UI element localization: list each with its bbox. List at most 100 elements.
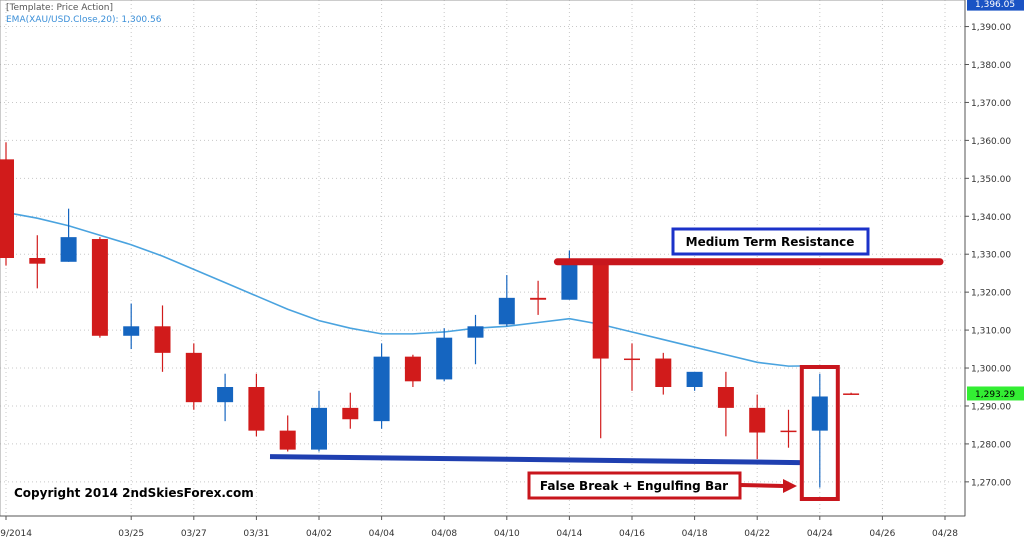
candle-bullish [436, 328, 453, 382]
false-break-callout: False Break + Engulfing Bar [527, 471, 797, 500]
price-tag [967, 386, 1024, 401]
false-break-arrow-line [739, 483, 785, 488]
x-tick-label: 04/18 [682, 529, 708, 539]
candle-bullish [686, 371, 703, 391]
x-tick-label: 03/25 [118, 529, 144, 539]
candle-bullish [123, 303, 140, 350]
candle-bearish [530, 280, 547, 315]
x-tick-label: 03/27 [181, 529, 207, 539]
resistance-callout-text: Medium Term Resistance [686, 235, 855, 249]
candle-bearish [29, 235, 46, 289]
x-tick-label: 04/26 [869, 529, 895, 539]
candle-body [467, 326, 484, 338]
candle-bullish [373, 343, 390, 429]
x-tick-label: 04/16 [619, 529, 645, 539]
x-tick-label: 04/24 [807, 529, 833, 539]
candle-body [592, 263, 609, 359]
template-label: [Template: Price Action] [6, 3, 113, 13]
resistance-callout: Medium Term Resistance [671, 227, 870, 256]
candle-body [91, 239, 108, 336]
candle-bearish [780, 409, 797, 448]
candle-body [498, 297, 515, 325]
x-tick-label: 04/22 [744, 529, 770, 539]
price-tag-label: 1,293.29 [975, 390, 1015, 400]
candle-body [373, 356, 390, 422]
candle-bearish [717, 371, 734, 437]
y-tick-label: 1,320.00 [971, 289, 1011, 299]
ema-line [5, 211, 820, 367]
candle-body [0, 159, 14, 258]
candle-bearish [279, 415, 296, 452]
x-tick-label: 04/02 [306, 529, 332, 539]
y-tick-label: 1,270.00 [971, 478, 1011, 488]
candle-body [655, 358, 672, 387]
candle-bearish [154, 305, 171, 372]
candle-bullish [217, 373, 234, 422]
candle-body [749, 407, 766, 433]
candle-body [60, 237, 77, 262]
candle-body [29, 258, 46, 264]
y-tick-label: 1,350.00 [971, 175, 1011, 185]
price-axis: 1,270.00 1,280.00 1,290.00 1,300.00 1,310.00… [965, 0, 1024, 488]
y-tick-label: 1,280.00 [971, 440, 1011, 450]
candle-body [185, 352, 202, 403]
candle-bearish [91, 237, 108, 338]
candle-body [154, 326, 171, 353]
resistance-callout-box [671, 227, 870, 256]
candle-bullish [60, 208, 77, 262]
candle-body [780, 430, 797, 433]
price-tag-label: 1,396.05 [975, 0, 1015, 10]
candle-bullish [811, 373, 828, 488]
x-tick-label: 04/04 [369, 529, 395, 539]
candle-body [248, 387, 265, 431]
candle-body [624, 358, 640, 361]
y-tick-label: 1,290.00 [971, 402, 1011, 412]
y-tick-label: 1,370.00 [971, 99, 1011, 109]
x-tick-label: 04/28 [932, 529, 958, 539]
support-line [269, 454, 801, 466]
candle-bearish [342, 392, 359, 429]
y-tick-label: 1,390.00 [971, 23, 1011, 33]
candle-bearish [248, 373, 265, 437]
annotations [269, 258, 944, 501]
candle-bullish [311, 390, 327, 452]
y-tick-label: 1,300.00 [971, 365, 1011, 375]
candle-bearish [0, 142, 14, 266]
copyright-text: Copyright 2014 2ndSkiesForex.com [14, 486, 254, 500]
x-tick-label: 04/08 [431, 529, 457, 539]
candle-bearish [624, 343, 640, 391]
candle-body [811, 396, 828, 431]
false-break-callout-text: False Break + Engulfing Bar [540, 479, 728, 493]
ema-label: EMA(XAU/USD.Close,20): 1,300.56 [6, 15, 162, 25]
y-tick-label: 1,380.00 [971, 61, 1011, 71]
engulfing-highlight-box [799, 365, 840, 501]
false-break-arrow-head [783, 479, 797, 493]
candle-body [717, 387, 734, 408]
candle-bearish [185, 343, 202, 410]
x-tick-label: 03/19/2014 [0, 529, 32, 539]
false-break-callout-box [527, 471, 742, 500]
candle-body [123, 326, 140, 336]
x-tick-label: 04/10 [494, 529, 520, 539]
candle-bearish [404, 354, 421, 387]
candle-body [342, 407, 359, 420]
candle-bearish [843, 392, 860, 395]
candle-body [686, 371, 703, 387]
y-tick-label: 1,360.00 [971, 137, 1011, 147]
candle-body [404, 356, 421, 382]
candlesticks [0, 142, 860, 488]
candle-bearish [655, 352, 672, 395]
candle-bearish [592, 263, 609, 439]
candle-body [561, 263, 578, 300]
candle-body [436, 337, 453, 380]
candle-bullish [498, 275, 515, 327]
candle-body [311, 407, 327, 450]
candle-body [279, 430, 296, 450]
candle-body [217, 387, 234, 403]
candle-bearish [749, 394, 766, 460]
time-axis: 03/19/2014 03/25 03/27 03/31 04/02 04/04 04/08… [0, 516, 958, 539]
x-tick-label: 03/31 [243, 529, 269, 539]
candle-body [530, 297, 547, 300]
